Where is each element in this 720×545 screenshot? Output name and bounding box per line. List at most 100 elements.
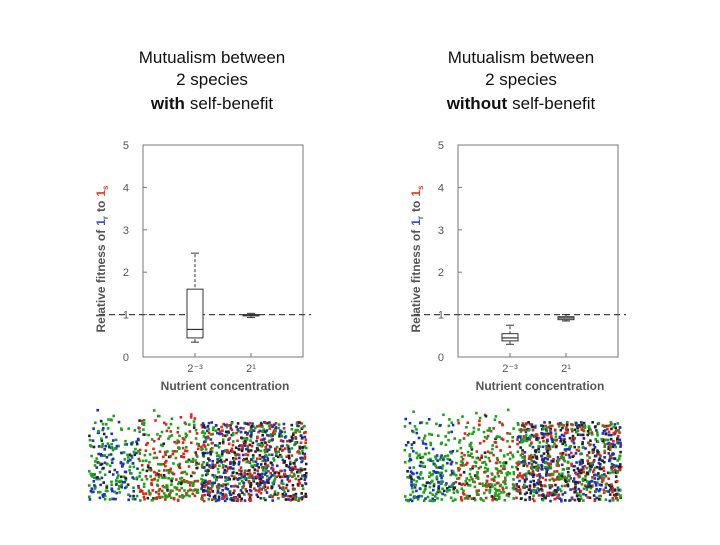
colony-cell (534, 433, 538, 436)
colony-cell (517, 485, 521, 488)
colony-cell (531, 445, 535, 449)
colony-cell (506, 453, 510, 456)
colony-cell (530, 459, 533, 463)
colony-cell (557, 464, 560, 467)
colony-cell (188, 488, 192, 491)
colony-cell (412, 430, 415, 434)
colony-cell (144, 459, 148, 462)
colony-cell (564, 431, 568, 434)
colony-cell (601, 479, 605, 482)
colony-cell (442, 489, 446, 493)
colony-cell (249, 498, 253, 501)
colony-cell (270, 474, 274, 477)
colony-cell (507, 494, 510, 498)
colony-cell (191, 471, 195, 474)
colony-cell (304, 438, 308, 442)
colony-cell (210, 421, 213, 424)
colony-cell (266, 486, 269, 489)
colony-cell (602, 488, 606, 492)
colony-cell (110, 487, 113, 490)
colony-cell (582, 421, 586, 425)
colony-cell (573, 445, 576, 449)
colony-cell (122, 475, 126, 479)
colony-cell (579, 425, 582, 429)
colony-cell (409, 475, 413, 479)
colony-cell (461, 415, 464, 418)
colony-cell (612, 432, 615, 436)
colony-cell (530, 454, 533, 457)
colony-cell (408, 466, 412, 470)
colony-cell (110, 442, 113, 446)
colony-cell (521, 474, 525, 477)
colony-cell (142, 428, 145, 431)
y-tick-label: 1 (123, 310, 129, 322)
colony-cell (506, 432, 509, 435)
title-rest: self-benefit (190, 94, 273, 113)
colony-cell (553, 442, 556, 445)
colony-cell (571, 455, 574, 458)
colony-cell (522, 460, 525, 463)
colony-cell (258, 424, 261, 427)
colony-cell (103, 493, 106, 496)
colony-cell (556, 496, 559, 499)
colony-cell (566, 428, 569, 432)
colony-cell (490, 483, 493, 486)
colony-cell (253, 487, 256, 490)
colony-cell (231, 450, 234, 453)
colony-cell (596, 453, 599, 456)
colony-cell (596, 431, 599, 435)
y-axis-label: Relative fitness of1rto1s (94, 185, 110, 333)
colony-cell (449, 462, 453, 466)
colony-cell (545, 429, 548, 433)
colony-cell (169, 430, 173, 433)
colony-cell (270, 439, 274, 442)
colony-cell (471, 456, 474, 459)
colony-cell (288, 474, 292, 477)
colony-cell (162, 442, 165, 446)
colony-cell (197, 447, 200, 451)
colony-cell (566, 467, 569, 470)
colony-cell (185, 492, 188, 495)
colony-cell (452, 491, 456, 494)
colony-cell (98, 471, 102, 474)
colony-cell (256, 425, 259, 428)
colony-cell (238, 469, 241, 472)
colony-cell (229, 467, 232, 470)
colony-cell (288, 450, 291, 454)
colony-cell (608, 459, 611, 462)
colony-cell (576, 429, 580, 433)
colony-cell (531, 471, 535, 474)
colony-cell (548, 474, 552, 477)
colony-cell (531, 425, 535, 429)
colony-cell (466, 497, 470, 500)
colony-cell (300, 469, 303, 472)
colony-cell (193, 488, 197, 491)
colony-cell (244, 453, 248, 456)
colony-cell (568, 436, 572, 440)
colony-cell (301, 484, 304, 487)
colony-cell (582, 437, 586, 440)
colony-cell (540, 424, 543, 427)
colony-cell (563, 478, 567, 482)
colony-cell (93, 476, 96, 479)
colony-cell (609, 433, 613, 437)
colony-cell (271, 463, 274, 467)
colony-cell (225, 497, 229, 501)
colony-cell (236, 422, 240, 425)
colony-cell (533, 426, 537, 429)
colony-cell (431, 459, 435, 463)
colony-cell (542, 452, 546, 455)
colony-cell (290, 428, 294, 431)
colony-cell (577, 446, 581, 449)
colony-cell (618, 468, 622, 472)
colony-cell (483, 451, 487, 454)
colony-cell (224, 449, 227, 452)
colony-cell (522, 437, 525, 441)
colony-cell (273, 477, 277, 480)
colony-cell (561, 442, 564, 446)
colony-cell (142, 423, 146, 427)
colony-cell (555, 470, 559, 473)
colony-cell (248, 472, 252, 475)
colony-cell (448, 488, 451, 492)
colony-cell (560, 423, 564, 426)
